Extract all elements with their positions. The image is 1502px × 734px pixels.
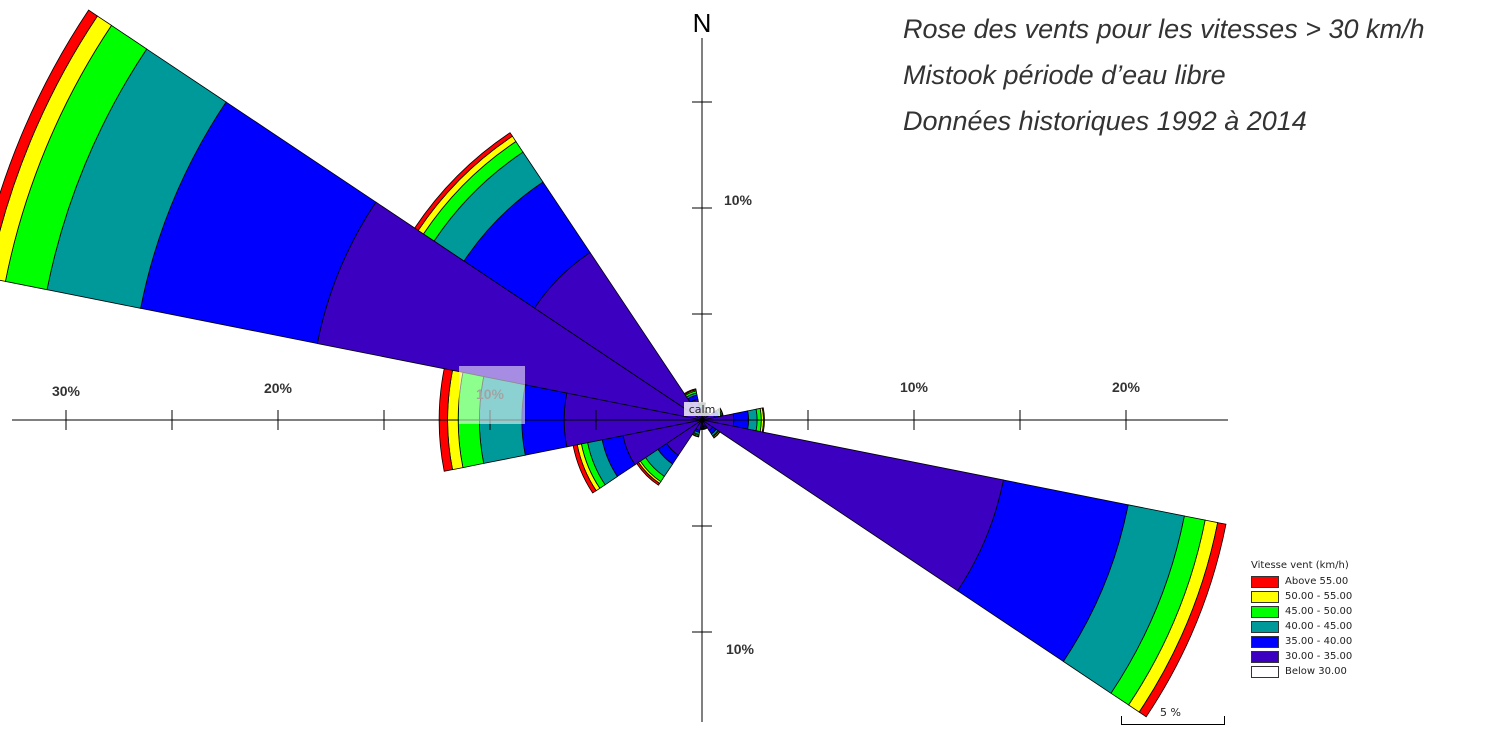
calm-label-backdrop <box>684 402 720 416</box>
legend-swatch <box>1251 665 1279 678</box>
legend-label: 50.00 - 55.00 <box>1285 591 1353 602</box>
tick-label-right-20: 20% <box>1112 379 1141 395</box>
legend-item-below-30: Below 30.00 <box>1251 664 1352 679</box>
legend-swatch <box>1251 650 1279 663</box>
legend-label: Above 55.00 <box>1285 576 1349 587</box>
legend: Vitesse vent (km/h) Above 55.00 50.00 - … <box>1251 560 1352 679</box>
petal-3-bin-5 <box>572 444 597 494</box>
legend-label: 35.00 - 40.00 <box>1285 636 1353 647</box>
legend-item-45-50: 45.00 - 50.00 <box>1251 604 1352 619</box>
petals-group <box>0 9 1227 718</box>
petal-0-bin-5 <box>0 9 98 233</box>
legend-item-above-55: Above 55.00 <box>1251 574 1352 589</box>
legend-swatch <box>1251 620 1279 633</box>
petal-11-bin-0 <box>701 419 1004 592</box>
tick-label-left-20: 20% <box>264 380 293 396</box>
axes-group <box>12 38 1228 722</box>
legend-item-50-55: 50.00 - 55.00 <box>1251 589 1352 604</box>
legend-label: 40.00 - 45.00 <box>1285 621 1353 632</box>
legend-label: 30.00 - 35.00 <box>1285 651 1353 662</box>
petal-15-bin-5 <box>691 433 700 438</box>
scale-bar <box>1121 716 1225 725</box>
tick-label-down-10: 10% <box>726 641 755 657</box>
legend-item-30-35: 30.00 - 35.00 <box>1251 649 1352 664</box>
legend-swatch <box>1251 575 1279 588</box>
tick-label-left-30: 30% <box>52 383 81 399</box>
scale-label: 5 % <box>1160 706 1181 719</box>
petal-4-bin-5 <box>636 461 661 486</box>
calm-label: calm <box>689 403 716 416</box>
label-highlight-box <box>459 366 525 424</box>
legend-swatch <box>1251 635 1279 648</box>
title-line-2: Mistook période d’eau libre <box>903 60 1226 90</box>
legend-title: Vitesse vent (km/h) <box>1251 560 1349 571</box>
title-line-3: Données historiques 1992 à 2014 <box>903 106 1307 136</box>
tick-label-right-10: 10% <box>900 379 929 395</box>
tick-label-up-10: 10% <box>724 192 753 208</box>
legend-label: Below 30.00 <box>1285 666 1347 677</box>
legend-item-40-45: 40.00 - 45.00 <box>1251 619 1352 634</box>
legend-item-35-40: 35.00 - 40.00 <box>1251 634 1352 649</box>
title-line-1: Rose des vents pour les vitesses > 30 km… <box>903 14 1425 44</box>
petal-12-bin-5 <box>713 431 721 439</box>
legend-swatch <box>1251 605 1279 618</box>
petal-1-bin-5 <box>414 132 513 231</box>
petal-5-bin-5 <box>683 388 697 395</box>
north-label: N <box>693 8 712 38</box>
legend-label: 45.00 - 50.00 <box>1285 606 1353 617</box>
legend-swatch <box>1251 590 1279 603</box>
petal-11-bin-5 <box>1138 522 1227 718</box>
